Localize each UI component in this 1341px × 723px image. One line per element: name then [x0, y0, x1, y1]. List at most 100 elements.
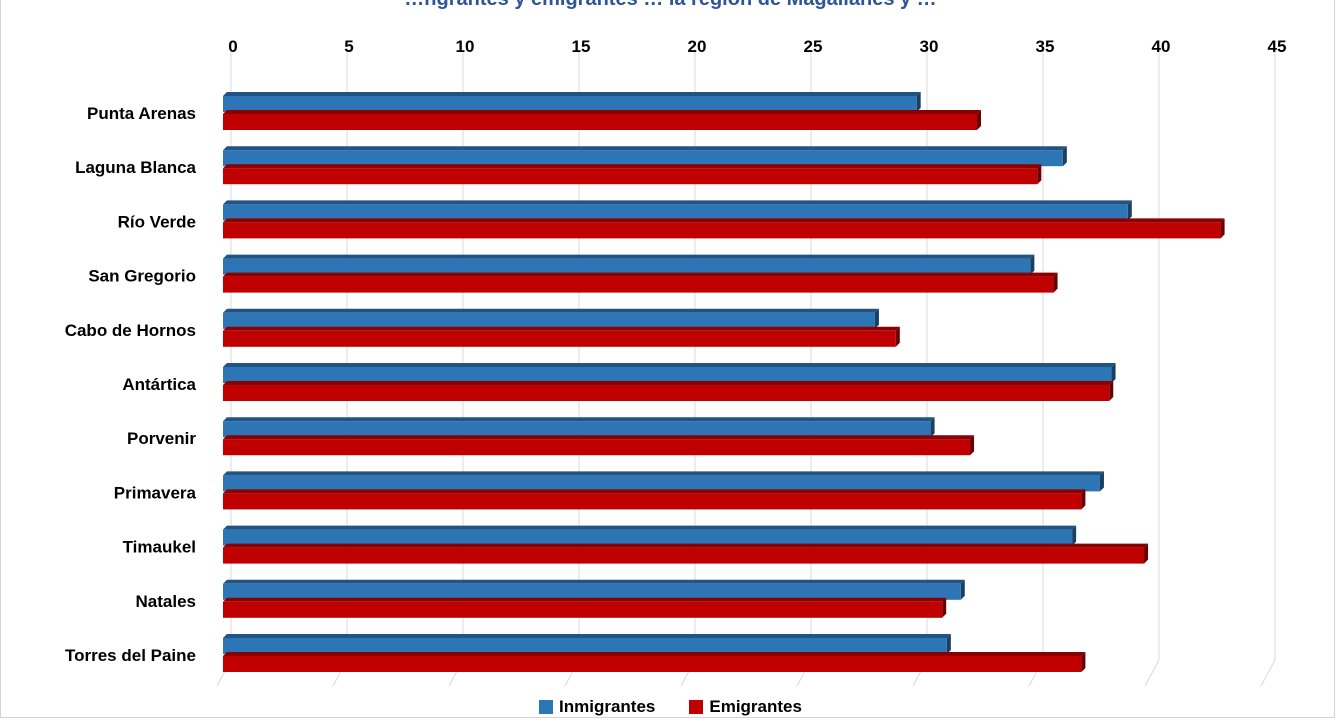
bar-front-face — [223, 601, 943, 618]
bar-emigrantes — [223, 218, 1225, 239]
bar-inmigrantes — [223, 146, 1067, 167]
legend-item-inmigrantes: Inmigrantes — [539, 697, 655, 717]
bar-side-face — [1111, 363, 1116, 383]
bar-side-face — [1144, 543, 1149, 564]
bar-top-face — [223, 326, 900, 331]
x-tick-label: 45 — [1268, 37, 1287, 56]
bar-front-face — [223, 493, 1082, 510]
x-tick-label: 35 — [1036, 37, 1055, 56]
category-label: Primavera — [114, 483, 197, 502]
bar-side-face — [942, 597, 947, 618]
bar-inmigrantes — [223, 254, 1035, 275]
bar-side-face — [1127, 200, 1132, 221]
bar-side-face — [1062, 146, 1067, 167]
bar-front-face — [223, 583, 961, 600]
bar-emigrantes — [223, 543, 1149, 564]
bar-emigrantes — [223, 597, 947, 618]
bar-side-face — [1099, 471, 1104, 492]
x-tick-label: 20 — [688, 37, 707, 56]
bar-top-face — [223, 92, 921, 96]
bar-side-face — [960, 579, 965, 600]
bar-top-face — [223, 254, 1035, 259]
bar-top-face — [223, 579, 965, 584]
chart-title: …ngrantes y emigrantes … la región de Ma… — [0, 0, 1341, 11]
bar-front-face — [223, 312, 875, 329]
bar-front-face — [223, 114, 977, 130]
bar-inmigrantes — [223, 471, 1104, 492]
bar-top-face — [223, 543, 1149, 548]
gridline-floor — [1260, 659, 1276, 687]
category-label: Punta Arenas — [87, 104, 196, 123]
bar-side-face — [1109, 381, 1114, 401]
bar-front-face — [223, 547, 1145, 564]
bar-inmigrantes — [223, 634, 951, 654]
bar-inmigrantes — [223, 200, 1132, 221]
category-label: Natales — [136, 592, 196, 611]
bar-top-face — [223, 110, 981, 114]
bar-top-face — [223, 272, 1058, 277]
bar-front-face — [223, 276, 1054, 293]
bar-top-face — [223, 597, 947, 602]
bar-top-face — [223, 164, 1042, 169]
bar-side-face — [1072, 525, 1077, 546]
bar-front-face — [223, 168, 1038, 185]
bar-side-face — [895, 326, 900, 347]
bar-side-face — [1081, 489, 1086, 510]
bar-front-face — [223, 421, 931, 438]
bar-side-face — [970, 435, 975, 456]
category-label: Porvenir — [127, 429, 196, 448]
bar-top-face — [223, 218, 1225, 223]
bar-top-face — [223, 417, 935, 422]
x-tick-label: 40 — [1152, 37, 1171, 56]
bar-front-face — [223, 656, 1082, 672]
category-label: Antártica — [122, 375, 196, 394]
bar-front-face — [223, 385, 1110, 401]
bar-side-face — [1081, 652, 1086, 672]
category-label: Cabo de Hornos — [65, 321, 196, 340]
x-tick-label: 10 — [456, 37, 475, 56]
legend: Inmigrantes Emigrantes — [0, 697, 1341, 717]
bar-side-face — [916, 92, 921, 112]
bar-front-face — [223, 475, 1100, 492]
bar-top-face — [223, 381, 1114, 385]
bar-front-face — [223, 367, 1112, 383]
bar-inmigrantes — [223, 92, 921, 112]
bar-front-face — [223, 222, 1221, 239]
bar-front-face — [223, 330, 896, 347]
bar-inmigrantes — [223, 525, 1077, 546]
bar-side-face — [977, 110, 981, 130]
bar-front-face — [223, 150, 1063, 167]
bars — [223, 92, 1225, 672]
legend-swatch-emigrantes — [689, 700, 704, 714]
bar-side-face — [874, 308, 879, 329]
bar-top-face — [223, 308, 879, 313]
bar-front-face — [223, 96, 917, 112]
bar-top-face — [223, 471, 1104, 476]
bar-emigrantes — [223, 110, 981, 130]
legend-label-inmigrantes: Inmigrantes — [559, 697, 656, 716]
bar-front-face — [223, 258, 1031, 275]
bar-top-face — [223, 363, 1116, 367]
bar-side-face — [1030, 254, 1035, 275]
bar-top-face — [223, 652, 1086, 656]
bar-top-face — [223, 525, 1077, 530]
legend-swatch-inmigrantes — [539, 700, 554, 714]
category-label: Río Verde — [118, 212, 196, 231]
bar-side-face — [1053, 272, 1058, 293]
x-tick-label: 15 — [572, 37, 591, 56]
bar-top-face — [223, 489, 1086, 494]
bar-top-face — [223, 435, 975, 440]
x-tick-labels: 0 5 10 15 20 25 30 35 40 45 — [228, 37, 1286, 56]
category-label: Timaukel — [123, 538, 196, 557]
bar-emigrantes — [223, 489, 1086, 510]
category-label: San Gregorio — [88, 267, 196, 286]
bar-emigrantes — [223, 381, 1114, 401]
bar-emigrantes — [223, 272, 1058, 293]
bar-emigrantes — [223, 326, 900, 347]
bar-emigrantes — [223, 164, 1042, 185]
bar-side-face — [1220, 218, 1225, 239]
x-tick-label: 30 — [920, 37, 939, 56]
bar-side-face — [1037, 164, 1042, 185]
legend-label-emigrantes: Emigrantes — [709, 697, 802, 716]
